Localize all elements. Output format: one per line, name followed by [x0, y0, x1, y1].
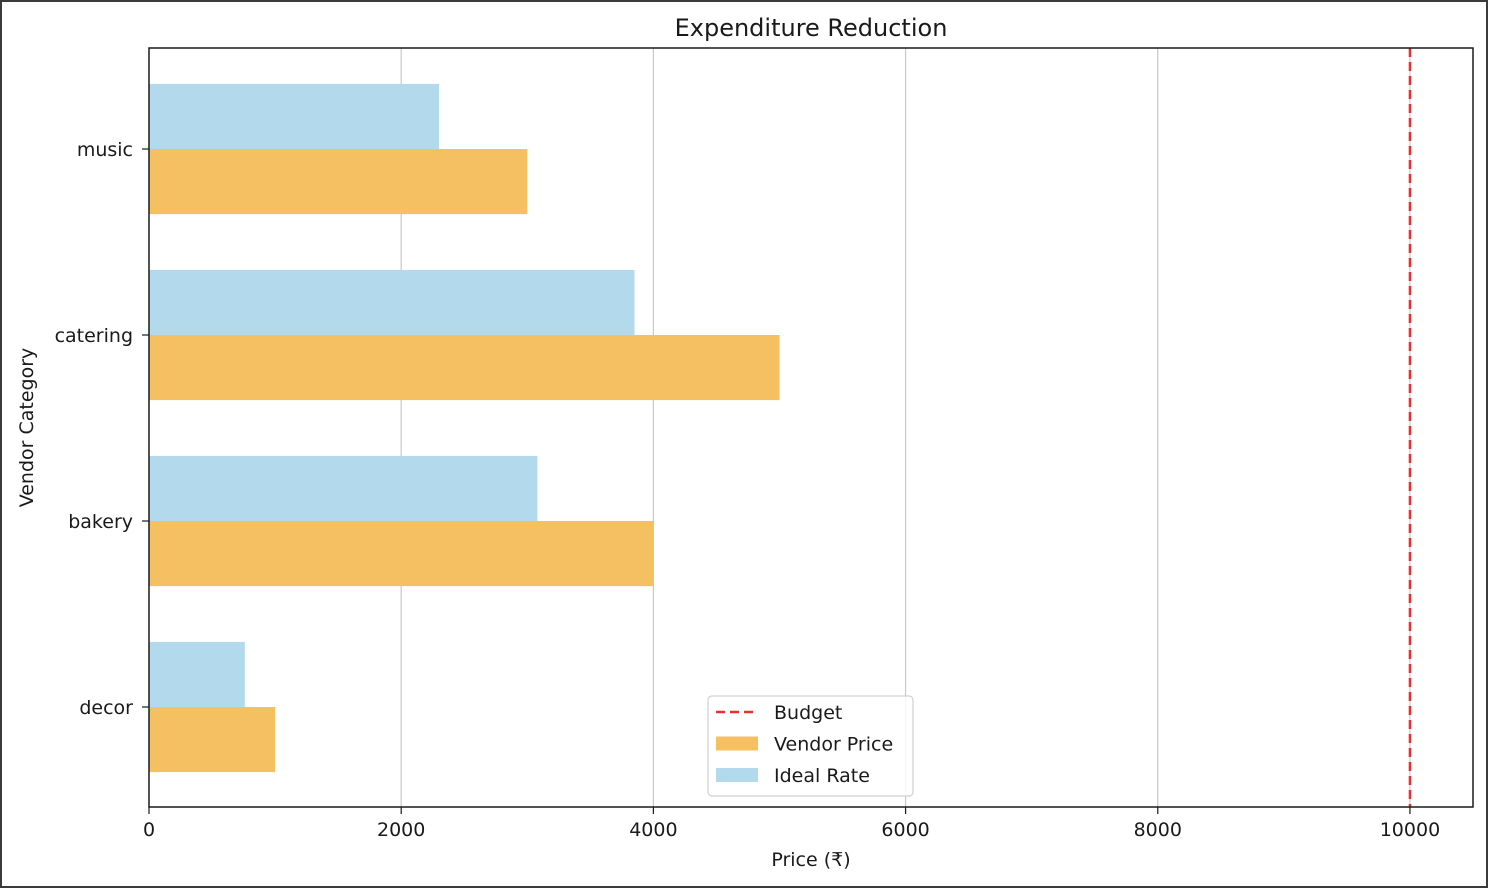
legend-box	[707, 695, 914, 797]
bar-vendor-price-bakery	[149, 521, 654, 587]
bar-vendor-price-catering	[149, 335, 780, 401]
y-tick-label: music	[77, 139, 133, 161]
legend-label: Ideal Rate	[774, 765, 870, 787]
y-axis-label: Vendor Category	[16, 348, 38, 508]
y-tick-label: bakery	[68, 511, 133, 533]
y-tick-label: catering	[55, 325, 133, 347]
x-axis-label: Price (₹)	[771, 849, 850, 871]
legend-swatch-ideal-rate	[716, 768, 758, 782]
plot-area-border	[148, 47, 1474, 808]
chart-title: Expenditure Reduction	[675, 14, 948, 42]
bar-ideal-rate-decor	[149, 641, 245, 707]
legend-label: Budget	[774, 702, 842, 724]
x-tick-label: 10000	[1380, 819, 1440, 841]
axis-ticks: 0 2000 4000 6000 8000 10000 music catering baker…	[55, 139, 1441, 841]
y-tick-label: decor	[79, 697, 133, 719]
bars	[149, 83, 780, 773]
legend-label: Vendor Price	[774, 734, 893, 756]
bar-ideal-rate-bakery	[149, 455, 538, 521]
bar-ideal-rate-catering	[149, 269, 635, 335]
gridlines	[400, 48, 1411, 807]
legend-swatch-vendor-price	[716, 736, 758, 751]
x-tick-label: 8000	[1134, 819, 1182, 841]
bar-vendor-price-music	[149, 149, 528, 215]
legend: Budget Vendor Price Ideal Rate	[707, 695, 914, 797]
x-tick-label: 4000	[629, 819, 677, 841]
x-tick-label: 6000	[881, 819, 929, 841]
x-tick-label: 2000	[377, 819, 425, 841]
bar-vendor-price-decor	[149, 707, 276, 773]
bar-ideal-rate-music	[149, 83, 440, 149]
x-tick-label: 0	[143, 819, 155, 841]
